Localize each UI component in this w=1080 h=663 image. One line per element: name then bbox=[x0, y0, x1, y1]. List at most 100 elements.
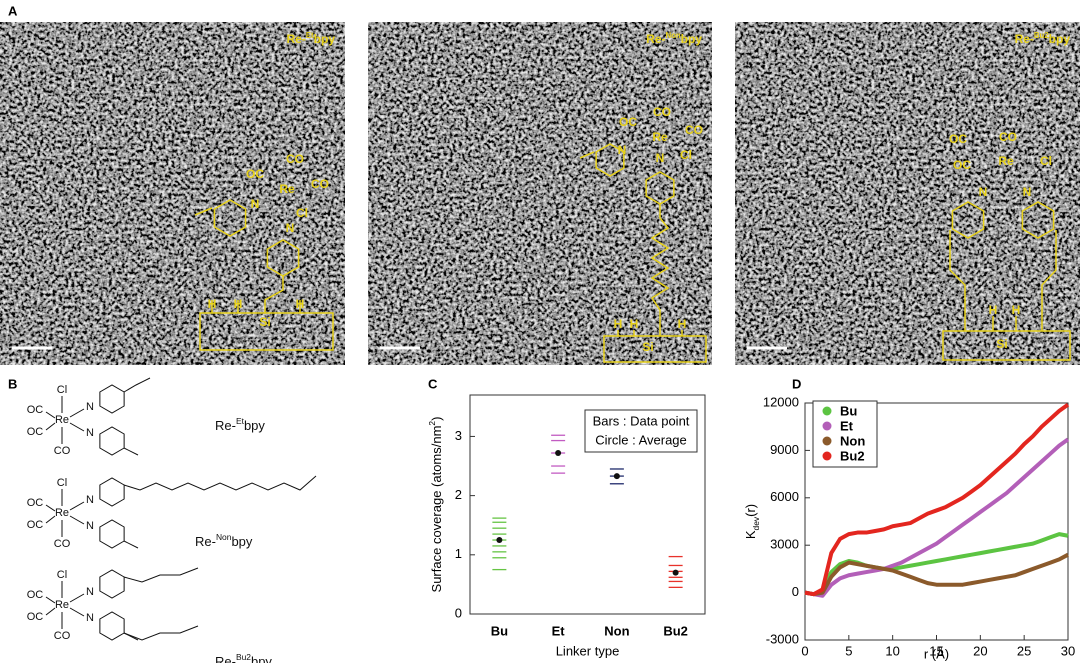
bond bbox=[69, 422, 85, 432]
bond bbox=[45, 515, 56, 524]
x-axis-label: Linker type bbox=[556, 643, 620, 658]
atom-label: N bbox=[251, 197, 260, 211]
legend-swatch bbox=[822, 436, 832, 446]
bond bbox=[123, 625, 199, 641]
bond bbox=[194, 207, 213, 216]
surface-box bbox=[199, 312, 334, 351]
legend-swatch bbox=[822, 421, 832, 431]
image-title-part: Bu2 bbox=[1034, 31, 1049, 40]
ring bbox=[99, 384, 125, 414]
bond bbox=[45, 504, 56, 512]
image-title-part: Et bbox=[306, 31, 314, 40]
plot-frame bbox=[469, 394, 706, 615]
panel-label: D bbox=[792, 376, 801, 391]
bond bbox=[949, 230, 966, 331]
x-tick-label: Non bbox=[604, 623, 629, 638]
y-axis-label-part: Surface coverage (atoms/nm bbox=[429, 426, 444, 593]
structure-name-part: Re- bbox=[215, 654, 236, 663]
atom-label: N bbox=[86, 427, 94, 439]
structure-name-part: Re- bbox=[195, 534, 216, 549]
ring bbox=[99, 519, 125, 549]
ring bbox=[99, 477, 125, 507]
image-title: Re-Bu2bpy bbox=[1015, 31, 1071, 47]
legend-text: Et bbox=[840, 418, 854, 433]
atom-label: Re bbox=[998, 154, 1014, 168]
atom-label: Cl bbox=[57, 477, 67, 489]
y-axis-label-part: K bbox=[743, 530, 758, 539]
x-tick-label: 20 bbox=[973, 643, 987, 658]
structure-name-part: bpy bbox=[231, 534, 252, 549]
atom-label: Cl bbox=[296, 206, 308, 220]
structure-name-part: bpy bbox=[244, 418, 265, 433]
legend-text: Circle : Average bbox=[595, 432, 687, 447]
ring bbox=[595, 143, 625, 177]
bond bbox=[45, 411, 56, 419]
atom-label: CO bbox=[653, 105, 671, 119]
y-tick-label: 1 bbox=[455, 546, 462, 561]
stm-image bbox=[0, 22, 345, 365]
bond bbox=[69, 593, 85, 603]
y-axis-label-part: ) bbox=[429, 417, 444, 421]
atom-label: CO bbox=[54, 630, 71, 642]
average bbox=[555, 450, 562, 457]
y-tick-label: 0 bbox=[792, 584, 799, 599]
y-tick-label: 0 bbox=[455, 605, 462, 620]
legend-box bbox=[584, 409, 698, 453]
atom-label: CO bbox=[54, 538, 71, 550]
bond bbox=[123, 447, 139, 456]
ring bbox=[951, 201, 985, 239]
bond bbox=[123, 567, 199, 583]
atom-label: N bbox=[656, 151, 665, 165]
x-tick-label: 0 bbox=[801, 643, 808, 658]
atom-label: OC bbox=[27, 497, 44, 509]
panel-label: C bbox=[428, 376, 438, 391]
y-axis-label-part: dev bbox=[751, 516, 761, 530]
atom-label: N bbox=[86, 401, 94, 413]
atom-label: OC bbox=[949, 132, 967, 146]
y-tick-label: 3000 bbox=[770, 537, 799, 552]
series-line bbox=[804, 437, 1070, 598]
bond bbox=[45, 596, 56, 604]
atom-label: Cl bbox=[1040, 154, 1052, 168]
structure-name-part: Re- bbox=[215, 418, 236, 433]
series-line bbox=[804, 552, 1069, 597]
atom-label: CO bbox=[999, 130, 1017, 144]
atom-label: H bbox=[614, 317, 623, 331]
image-title-part: Re- bbox=[1015, 32, 1034, 46]
atom-label: Si bbox=[996, 337, 1007, 351]
ring bbox=[1021, 201, 1055, 239]
atom-label: Cl bbox=[680, 148, 692, 162]
bond bbox=[45, 607, 56, 616]
bond bbox=[579, 151, 595, 159]
ring bbox=[99, 426, 125, 456]
bond bbox=[69, 515, 85, 525]
atom-label: OC bbox=[953, 158, 971, 172]
legend-swatch bbox=[822, 451, 832, 461]
panel-label: B bbox=[8, 376, 17, 391]
y-tick-label: 3 bbox=[455, 428, 462, 443]
y-tick-label: 9000 bbox=[770, 442, 799, 457]
x-tick-label: 15 bbox=[929, 643, 943, 658]
atom-label: Re bbox=[279, 182, 295, 196]
image-title: Re-Etbpy bbox=[287, 31, 336, 47]
legend-text: Bu2 bbox=[840, 448, 865, 463]
image-title-part: Non bbox=[666, 31, 681, 40]
bond bbox=[123, 540, 139, 549]
structure-name: Re-Bu2bpy bbox=[215, 652, 272, 663]
ring bbox=[213, 199, 247, 237]
surface-box bbox=[942, 330, 1071, 361]
atom-label: OC bbox=[27, 589, 44, 601]
bond bbox=[69, 408, 85, 418]
ring bbox=[99, 569, 125, 599]
structure-name-part: Bu2 bbox=[236, 652, 251, 662]
legend-text: Bu bbox=[840, 403, 857, 418]
atom-label: CO bbox=[685, 123, 703, 137]
y-axis-label: Surface coverage (atoms/nm2) bbox=[427, 417, 444, 593]
x-tick-label: Et bbox=[552, 623, 566, 638]
stm-image bbox=[735, 22, 1080, 365]
structure-name: Re-Etbpy bbox=[215, 416, 265, 433]
structure-name: Re-Nonbpy bbox=[195, 532, 253, 549]
x-axis-label: r (Å) bbox=[924, 646, 949, 661]
atom-label: OC bbox=[27, 404, 44, 416]
